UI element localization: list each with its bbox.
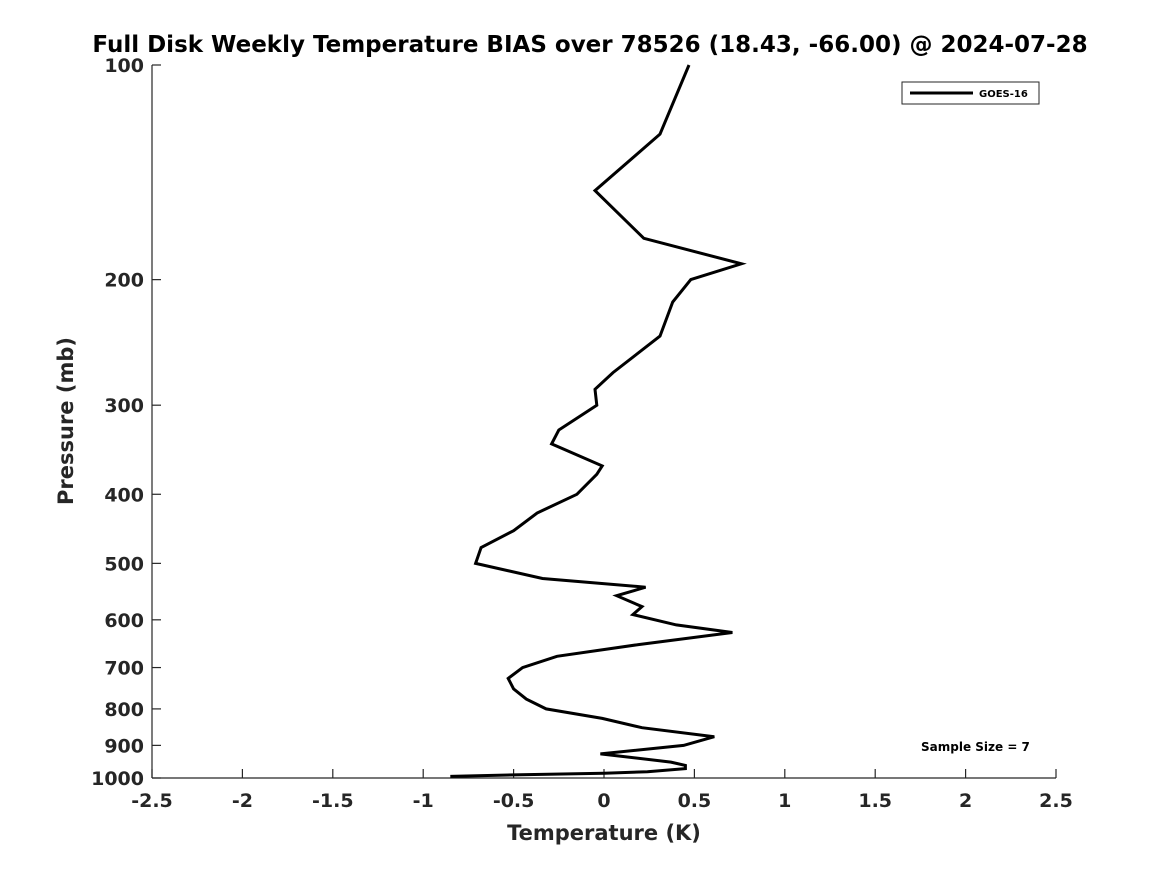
x-tick-label: -1 [413,790,434,812]
x-tick-label: -0.5 [493,790,535,812]
chart-title: Full Disk Weekly Temperature BIAS over 7… [92,32,1087,58]
plot-area [151,65,1056,779]
x-tick-label: -2.5 [131,790,173,812]
y-tick-label: 900 [104,735,144,757]
x-tick-label: 1.5 [858,790,892,812]
legend-label: GOES-16 [979,89,1028,100]
y-tick-label: 100 [104,55,144,77]
x-tick-label: -2 [232,790,253,812]
x-axis-label: Temperature (K) [507,821,701,845]
y-axis-label: Pressure (mb) [54,337,78,505]
x-tick-label: -1.5 [312,790,354,812]
x-tick-label: 1 [778,790,791,812]
legend: GOES-16 [901,81,1040,105]
y-tick-label: 300 [104,395,144,417]
x-tick-label: 2 [959,790,972,812]
y-tick-label: 1000 [91,768,144,790]
sample-size-annotation: Sample Size = 7 [921,740,1030,754]
series-line-goes-16 [450,64,747,778]
y-tick-label: 200 [104,270,144,292]
y-tick-label: 600 [104,610,144,632]
y-tick-label: 500 [104,553,144,575]
x-tick-label: 0.5 [678,790,712,812]
x-tick-label: 0 [597,790,610,812]
x-tick-label: 2.5 [1039,790,1073,812]
series-layer [450,64,747,778]
x-tick-group: -2.5 -2 -1.5 -1 -0.5 0 0.5 1 1.5 2 2.5 [131,769,1073,812]
y-tick-label: 700 [104,658,144,680]
y-tick-label: 400 [104,484,144,506]
y-tick-label: 800 [104,699,144,721]
y-tick-group: 100 200 300 400 500 600 700 800 900 1000 [91,55,161,790]
